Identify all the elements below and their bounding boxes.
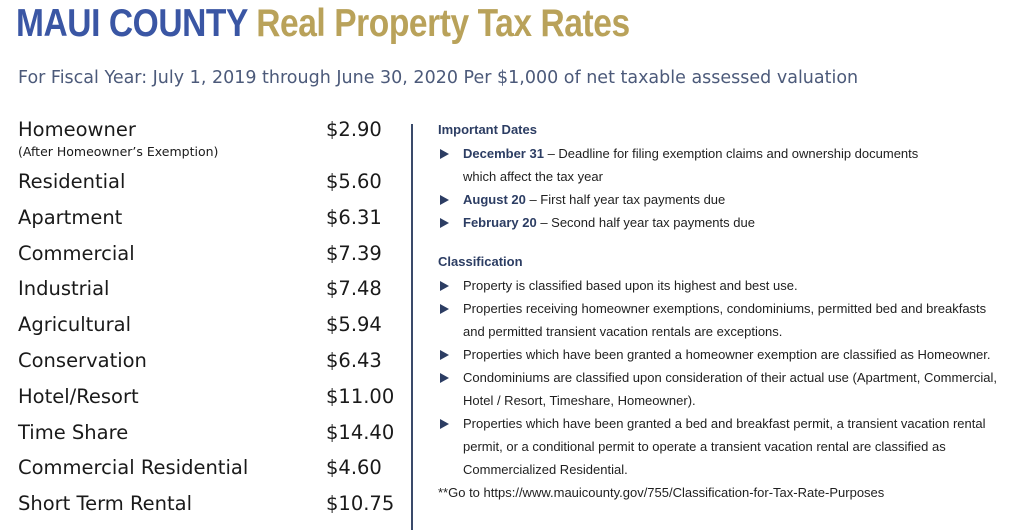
footnote-prefix: **Go to <box>438 485 484 500</box>
rate-value: $7.39 <box>326 241 382 265</box>
triangle-bullet-icon <box>440 304 449 314</box>
rate-row-hotel-resort: Hotel/Resort $11.00 <box>18 385 398 421</box>
rate-value: $5.60 <box>326 170 382 193</box>
rate-value: $4.60 <box>326 456 382 480</box>
rate-value: $11.00 <box>326 384 395 408</box>
date-text: – Second half year tax payments due <box>536 215 755 230</box>
rate-name: Time Share <box>18 420 129 444</box>
rate-name: Commercial Residential <box>18 456 249 480</box>
date-item: February 20 – Second half year tax payme… <box>438 211 1018 234</box>
rates-table: Homeowner (After Homeowner’s Exemption) … <box>18 118 398 528</box>
date-text: – First half year tax payments due <box>525 192 726 207</box>
rate-row-residential: Residential $5.60 <box>18 170 398 206</box>
rate-value: $10.75 <box>326 492 395 516</box>
classification-item: Condominiums are classified upon conside… <box>438 366 1018 412</box>
rate-value: $14.40 <box>326 420 395 444</box>
triangle-bullet-icon <box>440 350 449 360</box>
classification-link[interactable]: https://www.mauicounty.gov/755/Classific… <box>483 485 885 500</box>
rate-row-commercial: Commercial $7.39 <box>18 242 398 278</box>
classification-text: Properties which have been granted a hom… <box>463 347 991 362</box>
rate-row-agricultural: Agricultural $5.94 <box>18 313 398 349</box>
column-divider <box>411 124 413 530</box>
triangle-bullet-icon <box>440 195 449 205</box>
date-item: August 20 – First half year tax payments… <box>438 188 1018 211</box>
rate-name: Homeowner <box>18 118 136 141</box>
classification-item: Properties which have been granted a hom… <box>438 343 1018 366</box>
rate-name: Commercial <box>18 241 135 265</box>
date-text: – Deadline for filing exemption claims a… <box>543 146 919 161</box>
rate-name: Hotel/Resort <box>18 384 139 408</box>
rate-value: $2.90 <box>326 118 382 141</box>
triangle-bullet-icon <box>440 218 449 228</box>
rate-name: Conservation <box>18 348 147 372</box>
rate-name: Short Term Rental <box>18 492 193 516</box>
classification-text: Property is classified based upon its hi… <box>463 278 798 293</box>
classification-text-cont: permit, or a conditional permit to opera… <box>463 439 946 454</box>
info-panel: Important Dates December 31 – Deadline f… <box>438 120 1018 504</box>
triangle-bullet-icon <box>440 419 449 429</box>
rate-value: $7.48 <box>326 277 382 301</box>
title-county: MAUI COUNTY <box>16 2 248 45</box>
rate-row-apartment: Apartment $6.31 <box>18 206 398 242</box>
classification-item: Properties which have been granted a bed… <box>438 412 1018 481</box>
rate-value: $6.31 <box>326 205 382 229</box>
footnote: **Go to https://www.mauicounty.gov/755/C… <box>438 481 1018 504</box>
date-text-cont: which affect the tax year <box>463 169 603 184</box>
rate-name: Agricultural <box>18 313 132 337</box>
rate-row-conservation: Conservation $6.43 <box>18 349 398 385</box>
classification-item: Property is classified based upon its hi… <box>438 274 1018 297</box>
rate-row-time-share: Time Share $14.40 <box>18 421 398 457</box>
rate-value: $6.43 <box>326 348 382 372</box>
rate-row-commercial-residential: Commercial Residential $4.60 <box>18 456 398 492</box>
classification-text: Condominiums are classified upon conside… <box>463 370 997 385</box>
page-title: MAUI COUNTY Real Property Tax Rates <box>16 2 630 46</box>
classification-text-cont: and permitted transient vacation rentals… <box>463 324 783 339</box>
classification-heading: Classification <box>438 254 523 269</box>
rate-value: $5.94 <box>326 313 382 337</box>
page-subtitle: For Fiscal Year: July 1, 2019 through Ju… <box>18 68 859 88</box>
rate-name: Residential <box>18 170 126 193</box>
rate-name: Industrial <box>18 277 110 301</box>
rate-row-short-term-rental: Short Term Rental $10.75 <box>18 492 398 528</box>
date-label: December 31 <box>463 146 544 161</box>
triangle-bullet-icon <box>440 373 449 383</box>
date-item: December 31 – Deadline for filing exempt… <box>438 142 1018 188</box>
classification-item: Properties receiving homeowner exemption… <box>438 297 1018 343</box>
classification-text-cont: Hotel / Resort, Timeshare, Homeowner). <box>463 393 696 408</box>
rate-name: Apartment <box>18 205 123 229</box>
important-dates-heading: Important Dates <box>438 122 537 137</box>
triangle-bullet-icon <box>440 149 449 159</box>
classification-text: Properties receiving homeowner exemption… <box>463 301 987 316</box>
date-label: August 20 <box>463 192 526 207</box>
rate-note: (After Homeowner’s Exemption) <box>18 144 219 159</box>
title-rates: Real Property Tax Rates <box>256 2 630 45</box>
rate-row-industrial: Industrial $7.48 <box>18 277 398 313</box>
triangle-bullet-icon <box>440 281 449 291</box>
date-label: February 20 <box>463 215 537 230</box>
classification-text: Properties which have been granted a bed… <box>463 416 986 431</box>
rate-row-homeowner: Homeowner (After Homeowner’s Exemption) … <box>18 118 398 170</box>
classification-text-cont: Commercialized Residential. <box>463 462 628 477</box>
